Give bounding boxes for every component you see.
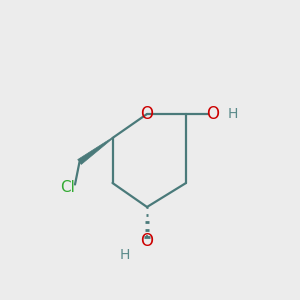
Text: O: O: [206, 105, 220, 123]
Text: O: O: [140, 232, 154, 250]
Text: H: H: [119, 248, 130, 262]
Text: O: O: [140, 105, 154, 123]
Text: H: H: [227, 107, 238, 121]
Polygon shape: [78, 138, 113, 164]
Text: Cl: Cl: [60, 180, 75, 195]
